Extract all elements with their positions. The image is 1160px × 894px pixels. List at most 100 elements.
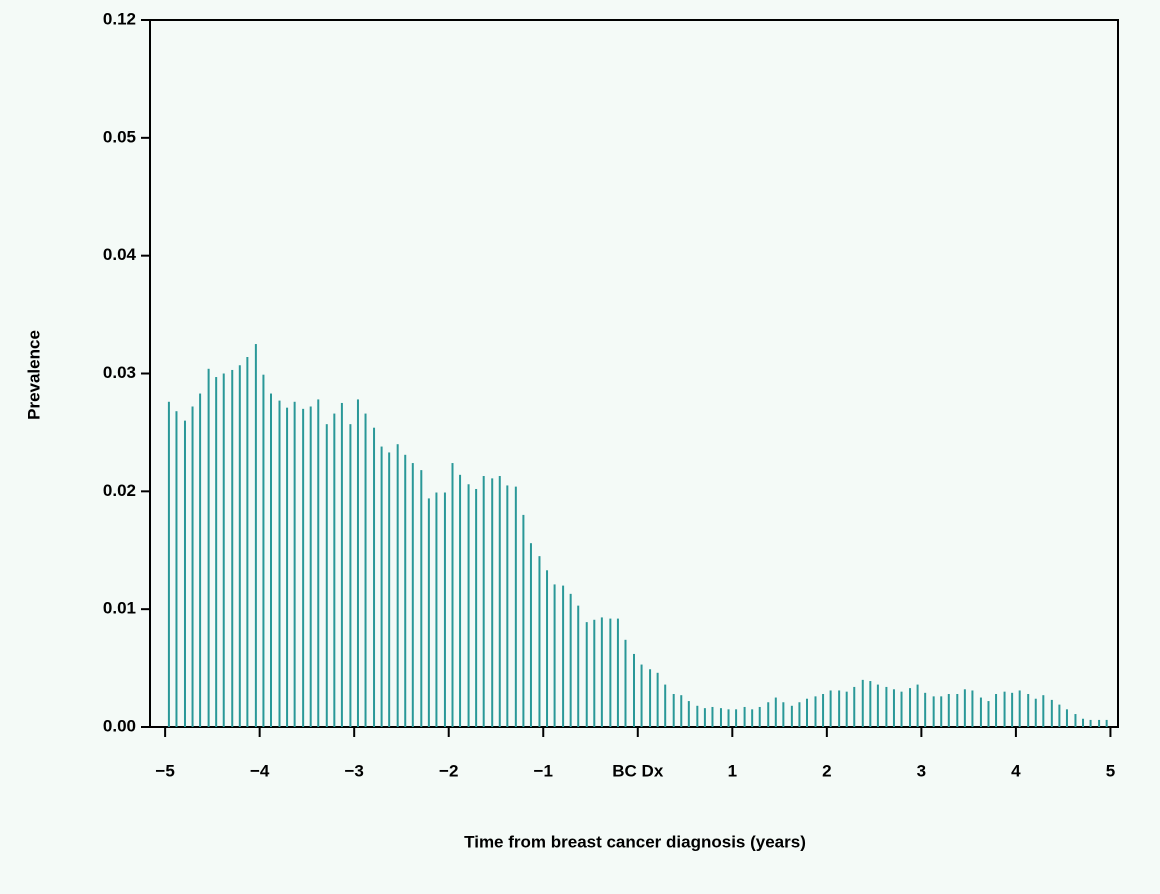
bar [404,454,407,727]
bar [427,498,430,727]
bar [1105,719,1108,727]
bar [569,593,572,727]
bar [727,709,730,727]
bar [672,694,675,727]
bar [475,488,478,727]
x-tick-label: BC Dx [612,761,664,780]
bar [317,399,320,727]
bar [1003,691,1006,727]
bar [696,705,699,727]
bar [743,706,746,727]
x-tick-label: −3 [344,761,363,780]
x-tick-label: −4 [250,761,270,780]
y-axis-label: Prevalence [24,330,43,420]
bar [892,689,895,727]
bar [774,697,777,727]
x-tick-label: −1 [534,761,553,780]
bar [333,413,336,727]
bar [909,688,912,727]
bar [467,484,470,727]
bar [735,709,738,727]
y-tick-label: 0.04 [103,245,137,264]
bar [1082,718,1085,727]
bar [254,344,257,727]
bar [593,619,596,727]
bar [546,570,549,727]
bar [838,690,841,727]
y-tick-label: 0.12 [103,9,136,28]
bar [278,400,281,727]
bar [805,698,808,727]
bar [529,543,532,727]
bar [506,485,509,727]
bar [932,696,935,727]
bar [633,653,635,727]
x-tick-label: 1 [728,761,737,780]
bar [876,684,879,727]
y-tick-label: 0.05 [103,127,136,146]
x-tick-label: 2 [822,761,831,780]
bar [1074,714,1077,727]
bar [758,706,761,727]
bar [790,705,793,727]
bar [979,697,982,727]
bar [246,357,249,727]
bar [600,617,603,727]
bar [309,406,312,727]
y-tick-label: 0.02 [103,481,136,500]
bar [1011,692,1014,727]
bar [900,691,903,727]
y-tick-label: 0.01 [103,599,136,618]
bar [207,368,210,727]
bar [577,605,580,727]
bar [238,365,241,727]
bar [656,672,659,727]
bar [798,702,801,727]
bar [1034,698,1037,727]
bar [1089,719,1092,727]
bar [199,393,202,727]
bar [1058,704,1061,727]
bar [443,492,446,727]
x-tick-label: −5 [155,761,174,780]
bar [829,690,832,727]
bar [924,692,927,727]
bar [396,444,399,727]
bar [215,377,218,727]
bar [270,393,272,727]
bar [175,411,178,727]
bar [459,474,462,727]
bar [562,585,565,727]
bar [514,486,517,727]
x-tick-label: 4 [1011,761,1021,780]
bar [845,691,848,727]
bar [687,701,690,727]
y-tick-label: 0.00 [103,716,136,735]
bar [302,408,305,727]
bar [222,373,225,727]
bar [380,446,383,727]
x-tick-label: 5 [1106,761,1115,780]
x-tick-label: −2 [439,761,458,780]
bar [388,452,391,727]
bar [1098,719,1101,727]
bar [616,618,619,727]
bar [1042,695,1045,727]
bar [286,407,289,727]
bar [947,694,950,727]
bar [1018,690,1021,727]
bar [609,618,612,727]
bar [782,702,785,727]
bar [703,708,706,727]
bar [649,669,652,727]
y-tick-label: 0.03 [103,363,136,382]
bar [995,694,998,727]
bar [916,684,919,727]
x-axis-label: Time from breast cancer diagnosis (years… [464,832,806,851]
bar [822,694,825,727]
bar [814,696,817,727]
bar [624,639,627,727]
bar [356,399,359,727]
bar [293,401,296,727]
bar [869,681,872,727]
